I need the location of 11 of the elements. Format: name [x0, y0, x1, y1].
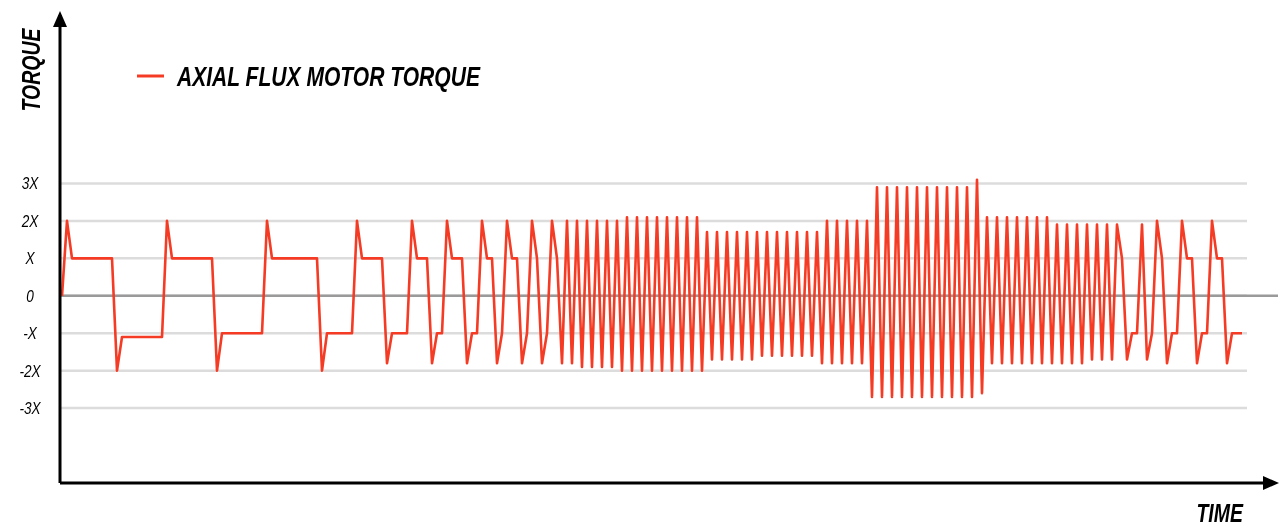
y-tick-label: X	[24, 248, 36, 268]
y-tick-label: 0	[26, 286, 35, 306]
legend-label: AXIAL FLUX MOTOR TORQUE	[176, 61, 481, 92]
line-series	[60, 178, 1244, 399]
x-axis-title: TIME	[1196, 499, 1244, 526]
y-tick-label: 3X	[21, 173, 39, 193]
y-tick-label: -X	[23, 323, 38, 343]
y-tick-label: -2X	[19, 361, 42, 380]
y-tick-label: 2X	[20, 211, 39, 231]
y-tick-label: -3X	[19, 398, 42, 418]
y-axis-title: TORQUE	[17, 27, 46, 112]
